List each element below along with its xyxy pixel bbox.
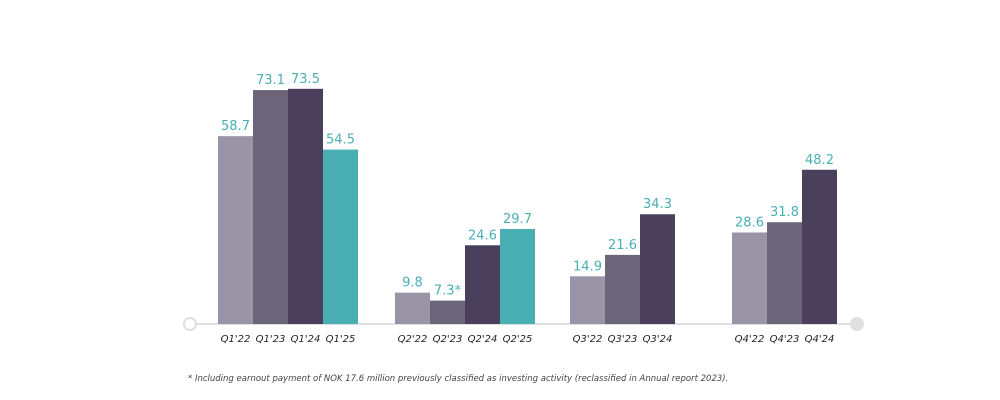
value-label: 7.3*	[434, 284, 462, 299]
value-label: 29.7	[503, 212, 532, 227]
tick-label: Q1'22	[221, 334, 251, 345]
tick-label: Q2'23	[433, 334, 463, 345]
tick-label: Q2'22	[398, 334, 428, 345]
tick-label: Q1'23	[256, 334, 286, 345]
bar	[323, 149, 358, 324]
bar	[430, 300, 465, 324]
axis-end-marker	[850, 317, 864, 331]
bar	[500, 228, 535, 324]
tick-labels: Q1'22 Q1'23 Q1'24 Q1'25 Q2'22 Q2'23 Q2'24 Q2'25…	[221, 334, 835, 345]
bar	[732, 232, 767, 324]
tick-label: Q3'22	[573, 334, 603, 345]
bar	[767, 222, 802, 324]
bar	[465, 245, 500, 324]
value-label: 9.8	[402, 276, 423, 291]
bar	[218, 136, 253, 324]
footnote: * Including earnout payment of NOK 17.6 …	[188, 374, 729, 384]
tick-label: Q3'24	[643, 334, 673, 345]
value-label: 73.5	[291, 72, 320, 87]
bar	[288, 88, 323, 324]
value-label: 14.9	[573, 259, 602, 274]
value-label: 28.6	[735, 215, 764, 230]
value-label: 31.8	[770, 205, 799, 220]
value-label: 73.1	[256, 73, 285, 88]
value-label: 34.3	[643, 197, 672, 212]
tick-label: Q4'24	[805, 334, 835, 345]
bar	[640, 214, 675, 324]
value-labels: 58.7 73.1 73.5 54.5 9.8 7.3* 24.6 29.7 14.9 21.6 3…	[221, 72, 834, 299]
value-label: 24.6	[468, 228, 497, 243]
bar	[253, 90, 288, 324]
value-label: 21.6	[608, 238, 637, 253]
bar	[605, 254, 640, 324]
tick-label: Q2'25	[503, 334, 533, 345]
tick-label: Q2'24	[468, 334, 498, 345]
axis-start-marker	[183, 317, 197, 331]
value-label: 54.5	[326, 133, 355, 148]
tick-label: Q4'22	[735, 334, 765, 345]
tick-label: Q3'23	[608, 334, 638, 345]
bar	[570, 276, 605, 324]
bars	[218, 88, 837, 324]
value-label: 48.2	[805, 153, 834, 168]
tick-label: Q1'24	[291, 334, 321, 345]
tick-label: Q4'23	[770, 334, 800, 345]
bar	[395, 292, 430, 324]
tick-label: Q1'25	[326, 334, 356, 345]
bar	[802, 169, 837, 324]
value-label: 58.7	[221, 119, 250, 134]
